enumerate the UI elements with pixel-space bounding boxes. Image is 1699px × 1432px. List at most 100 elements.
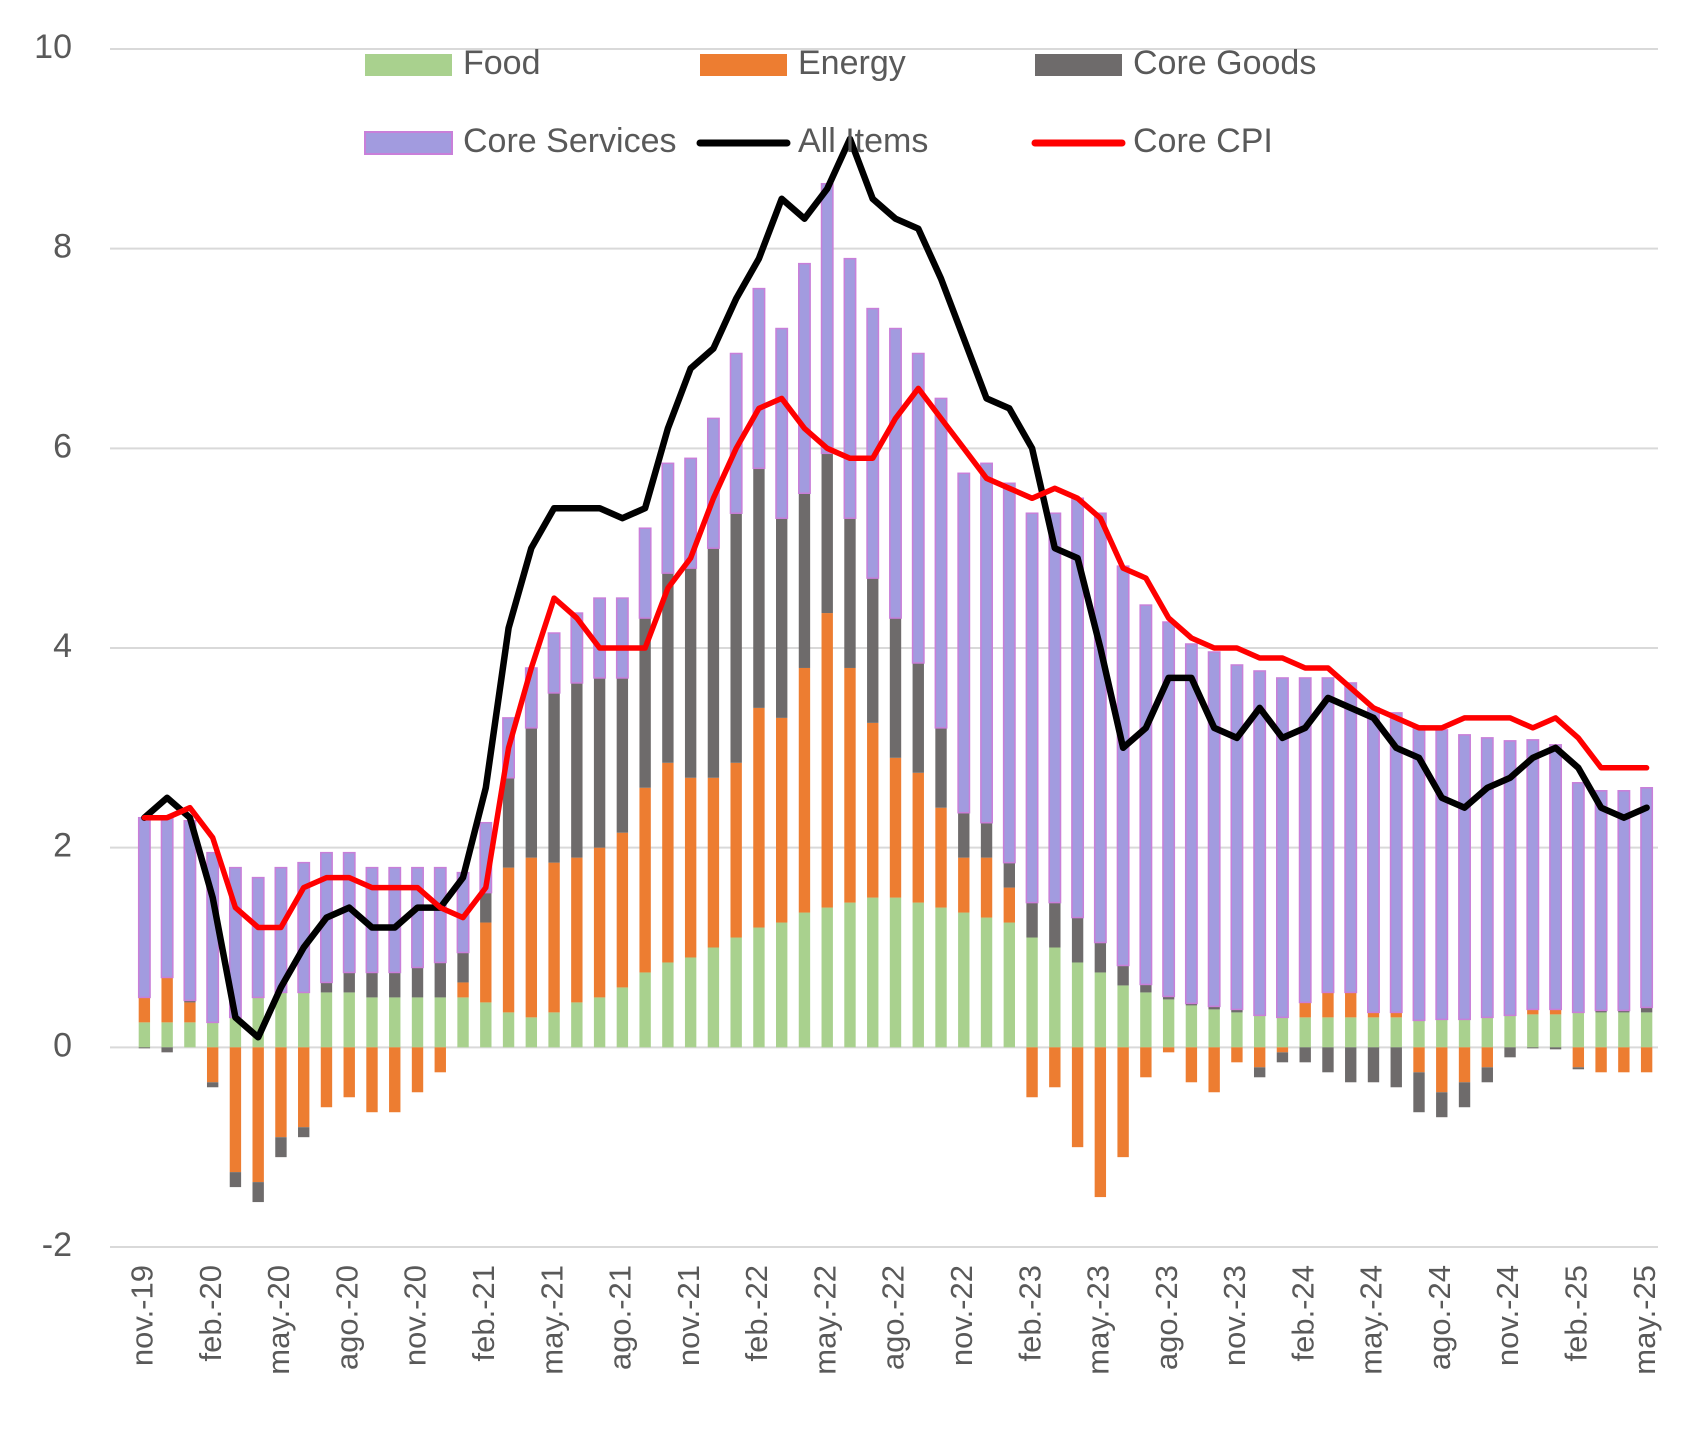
bar-segment <box>1389 712 1403 1014</box>
x-tick-label: nov.-20 <box>398 1265 433 1366</box>
bar-segment <box>776 717 788 923</box>
legend-swatch <box>700 54 787 76</box>
line-series <box>141 135 1650 1041</box>
bar-segment <box>1549 1047 1562 1050</box>
bar-segment <box>935 807 947 908</box>
bar-segment <box>320 982 333 993</box>
bar-segment <box>298 1047 310 1128</box>
bar-segment <box>1003 887 1015 923</box>
y-tick-label: 4 <box>53 627 72 665</box>
x-tick-label: feb.-22 <box>739 1265 774 1362</box>
bar-segment <box>1527 1009 1539 1015</box>
bar-segment <box>457 952 469 983</box>
bar-segment <box>1367 1012 1380 1018</box>
bar-segment <box>1413 1047 1425 1073</box>
bar-segment <box>684 457 698 569</box>
bar-segment <box>1390 1017 1402 1048</box>
bar-segment <box>980 462 993 824</box>
bar-segment <box>1503 740 1517 1017</box>
bar-segment <box>1231 1012 1243 1048</box>
bar-segment <box>1640 1012 1653 1048</box>
bar-segment <box>570 612 584 684</box>
bar-segment <box>1049 1047 1061 1088</box>
bar-segment <box>1208 1009 1220 1048</box>
bar-segment <box>1572 1012 1585 1048</box>
bar-segment <box>798 262 811 495</box>
legend-label: Food <box>463 44 541 82</box>
bar-segment <box>1481 1017 1493 1048</box>
bar-segment <box>1117 965 1129 986</box>
bar-segment <box>844 518 856 668</box>
bar-segment <box>251 876 265 999</box>
bar-segment <box>298 992 310 1048</box>
bar-segment <box>1231 1009 1243 1013</box>
bar-segment <box>867 722 879 898</box>
bar-segment <box>1595 1047 1607 1073</box>
bar-segment <box>1276 1017 1289 1048</box>
bar-segment <box>1436 1019 1448 1048</box>
bar-segment <box>912 902 924 1048</box>
bar-segment <box>252 997 264 1048</box>
x-tick-label: may.-23 <box>1081 1265 1116 1375</box>
bar-segment <box>1595 1010 1607 1013</box>
bar-segment <box>593 997 606 1048</box>
bar-segment <box>958 812 970 858</box>
bar-segment <box>1345 1017 1357 1048</box>
x-tick-label: feb.-21 <box>466 1265 501 1362</box>
bar-segment <box>571 1002 583 1048</box>
bar-segment <box>684 777 697 958</box>
bar-segment <box>661 462 675 574</box>
bar-segment <box>275 1137 287 1158</box>
bar-segment <box>639 972 651 1048</box>
bar-segment <box>480 922 492 1003</box>
bar-segment <box>160 816 174 979</box>
x-tick-label: nov.-21 <box>671 1265 706 1366</box>
bar-segment <box>775 327 789 519</box>
bar-segment <box>1276 677 1289 1019</box>
bar-segment <box>525 857 538 1018</box>
bar-segment <box>184 1000 196 1003</box>
bar-segment <box>662 962 674 1048</box>
bar-segment <box>1094 1047 1107 1198</box>
bar-segment <box>843 257 857 519</box>
bar-segment <box>1367 1017 1380 1048</box>
bar-segment <box>366 997 378 1048</box>
bar-segment <box>161 977 173 1023</box>
bar-segment <box>502 867 515 1013</box>
bar-segment <box>411 967 424 998</box>
bar-segment <box>889 618 902 758</box>
bar-segment <box>1618 1012 1630 1048</box>
x-tick-label: feb.-25 <box>1559 1265 1594 1362</box>
bar-segment <box>1026 1047 1038 1098</box>
legend-swatch <box>1035 54 1122 76</box>
bar-segment <box>547 632 561 694</box>
bar-segment <box>252 1182 264 1203</box>
bar-segment <box>662 573 674 763</box>
bar-segment <box>480 1002 492 1048</box>
bar-segment <box>958 857 970 913</box>
bar-segment <box>1049 947 1061 1048</box>
bar-segment <box>138 1022 151 1048</box>
bar-segment <box>1253 1067 1266 1078</box>
bar-segment <box>1184 643 1198 1005</box>
y-tick-label: 2 <box>53 827 72 865</box>
bar-segment <box>1003 862 1015 888</box>
bar-segment <box>1094 972 1107 1048</box>
bar-segment <box>389 997 401 1048</box>
bar-segment <box>615 597 629 679</box>
bar-segment <box>1162 996 1175 1000</box>
legend-label: Core CPI <box>1133 122 1273 160</box>
bar-segment <box>1322 992 1334 1018</box>
bar-segment <box>184 1002 196 1023</box>
bar-segment <box>411 997 424 1048</box>
bar-segment <box>1504 1047 1516 1058</box>
bar-segment <box>571 682 583 858</box>
bar-segment <box>1298 677 1312 1004</box>
x-tick-label: may.-24 <box>1354 1265 1389 1375</box>
bar-segment <box>1572 1047 1585 1068</box>
bar-segment <box>457 982 469 998</box>
bar-segment <box>1435 729 1449 1021</box>
bar-segment <box>639 787 651 973</box>
bar-segment <box>1185 1005 1198 1048</box>
